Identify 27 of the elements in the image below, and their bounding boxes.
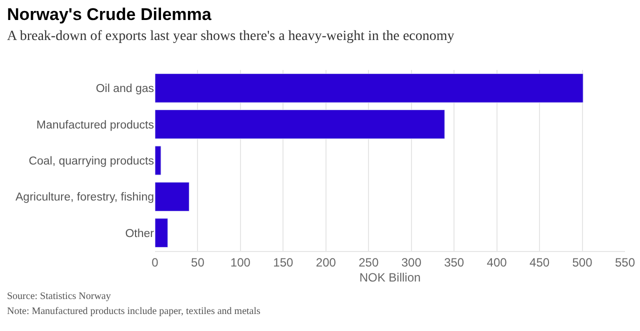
y-tick-label: Agriculture, forestry, fishing <box>16 192 154 204</box>
x-tick-label: 500 <box>572 255 593 270</box>
y-tick-label: Oil and gas <box>96 83 154 96</box>
y-tick-label: Coal, quarrying products <box>28 156 154 168</box>
x-tick-label: 400 <box>486 255 508 270</box>
bar <box>155 73 584 103</box>
x-tick-label: 50 <box>191 255 205 270</box>
x-tick-label: 100 <box>230 255 251 270</box>
y-tick-label: Manufactured products <box>36 119 154 132</box>
bar <box>155 110 445 140</box>
chart-title: Norway's Crude Dilemma <box>7 5 212 24</box>
y-tick-label: Other <box>125 228 154 240</box>
x-tick-label: 150 <box>273 255 294 270</box>
x-tick-label: 550 <box>614 255 636 270</box>
text: Note: Manufactured products include paper, textiles and metals <box>7 306 261 317</box>
x-tick-label: 300 <box>401 255 422 270</box>
x-tick-label: 250 <box>358 255 379 270</box>
bar <box>155 218 168 248</box>
bar <box>155 182 190 212</box>
x-axis-title: NOK Billion <box>359 270 421 284</box>
chart-subtitle: A break-down of exports last year shows there's a heavy-weight in the economy <box>7 29 454 44</box>
x-tick-label: 350 <box>444 255 464 270</box>
x-tick-label: 0 <box>152 255 159 270</box>
x-tick-label: 450 <box>530 255 550 270</box>
bar <box>155 146 162 176</box>
x-tick-label: 200 <box>316 255 336 270</box>
source-note: Source: Statistics Norway <box>7 291 111 302</box>
